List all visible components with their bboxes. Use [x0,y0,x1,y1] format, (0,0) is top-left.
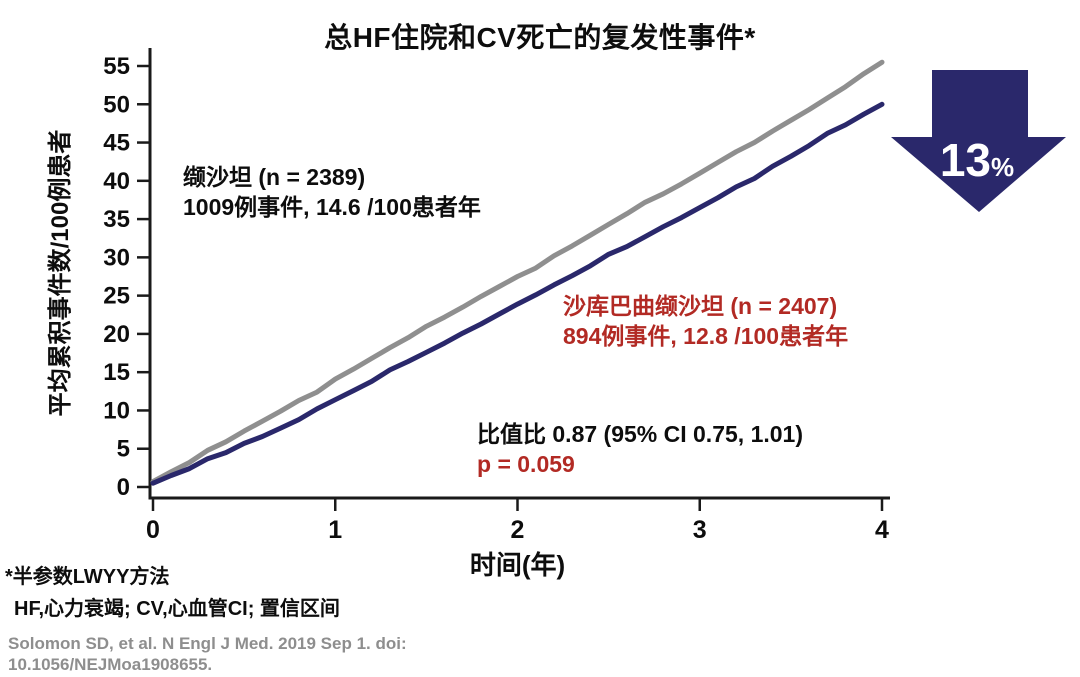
reduction-arrow: 13% [891,70,1066,212]
y-tick-label: 15 [103,359,130,386]
rate-ratio-text: 比值比 0.87 (95% CI 0.75, 1.01) [477,421,803,447]
y-tick-label: 5 [117,436,130,463]
y-tick-label: 20 [103,321,130,348]
x-tick-label: 3 [693,516,707,544]
footnote-method: *半参数LWYY方法 [5,566,170,588]
valsartan-annotation: 缬沙坦 (n = 2389) 1009例事件, 14.6 /100患者年 [183,163,481,223]
reduction-value: 13 [940,134,991,186]
p-value-text: p = 0.059 [477,451,575,477]
reduction-unit: % [991,152,1014,182]
sacubitril-annotation-line2: 894例事件, 12.8 /100患者年 [563,322,849,349]
y-axis-title: 平均累积事件数/100例患者 [47,129,74,417]
down-arrow-icon [891,70,1066,212]
y-tick-label: 55 [103,53,130,80]
y-tick-label: 35 [103,206,130,233]
page-title: 总HF住院和CV死亡的复发性事件* [324,22,756,53]
series-line-valsartan [150,59,885,485]
citation-line2: 10.1056/NEJMoa1908655. [8,655,213,675]
footnote-abbreviations: HF,心力衰竭; CV,心血管CI; 置信区间 [14,598,340,620]
series-line-sacubitril-valsartan [150,101,885,486]
sacubitril-annotation-line1: 沙库巴曲缬沙坦 (n = 2407) [563,293,838,319]
sacubitril-annotation: 沙库巴曲缬沙坦 (n = 2407) 894例事件, 12.8 /100患者年 [563,292,848,352]
citation-line1: Solomon SD, et al. N Engl J Med. 2019 Se… [8,634,407,653]
valsartan-annotation-line2: 1009例事件, 14.6 /100患者年 [183,193,481,220]
y-tick-label: 30 [103,244,130,271]
x-tick-label: 0 [146,516,160,544]
y-tick-label: 45 [103,130,130,157]
x-tick-label: 2 [511,516,525,544]
axes [148,48,890,500]
y-tick-label: 50 [103,91,130,118]
reduction-percent-label: 13% [940,134,1014,186]
x-tick-label: 4 [875,516,889,544]
citation: Solomon SD, et al. N Engl J Med. 2019 Se… [8,633,407,676]
x-tick-label: 1 [328,516,342,544]
valsartan-annotation-line1: 缬沙坦 (n = 2389) [183,164,366,190]
y-tick-label: 0 [117,474,130,501]
x-axis-title: 时间(年) [469,550,566,580]
y-tick-label: 40 [103,168,130,195]
y-tick-label: 25 [103,283,130,310]
y-tick-label: 10 [103,397,130,424]
